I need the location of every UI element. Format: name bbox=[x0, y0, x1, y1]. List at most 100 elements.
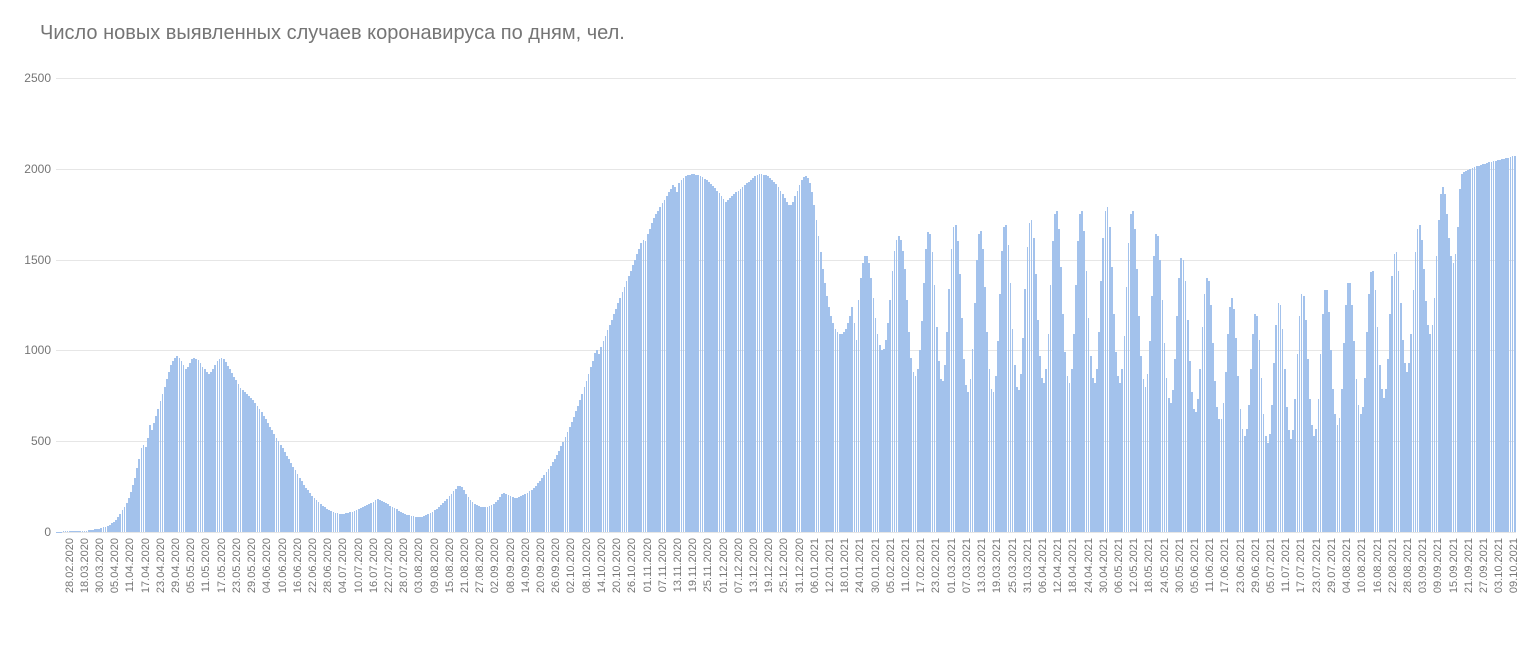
x-tick-label: 20.10.2020 bbox=[611, 538, 623, 593]
x-tick-label: 06.01.2021 bbox=[809, 538, 821, 593]
x-tick-label: 07.11.2020 bbox=[657, 538, 669, 592]
x-tick-label: 25.11.2020 bbox=[702, 538, 714, 592]
x-tick-label: 20.09.2020 bbox=[535, 538, 547, 593]
x-tick-label: 06.05.2021 bbox=[1113, 538, 1125, 593]
x-tick-label: 29.05.2020 bbox=[246, 538, 258, 593]
x-tick-label: 07.03.2021 bbox=[961, 538, 973, 593]
x-tick-label: 28.07.2020 bbox=[398, 538, 410, 593]
bar-series bbox=[56, 78, 1516, 532]
x-tick-label: 06.04.2021 bbox=[1037, 538, 1049, 593]
x-tick-label: 04.07.2020 bbox=[337, 538, 349, 593]
x-tick-label: 05.05.2020 bbox=[185, 538, 197, 593]
x-tick-label: 21.09.2021 bbox=[1463, 538, 1475, 593]
x-tick-label: 05.06.2021 bbox=[1189, 538, 1201, 593]
x-tick-label: 16.07.2020 bbox=[368, 538, 380, 593]
x-tick-label: 21.08.2020 bbox=[459, 538, 471, 593]
x-tick-label: 12.04.2021 bbox=[1052, 538, 1064, 593]
x-tick-label: 28.06.2020 bbox=[322, 538, 334, 593]
x-tick-label: 30.01.2021 bbox=[870, 538, 882, 593]
x-tick-label: 03.08.2020 bbox=[413, 538, 425, 593]
y-tick-label: 2500 bbox=[24, 71, 51, 85]
x-tick-label: 23.05.2020 bbox=[231, 538, 243, 593]
y-tick-label: 500 bbox=[31, 434, 51, 448]
x-tick-label: 27.09.2021 bbox=[1478, 538, 1490, 593]
x-tick-label: 29.06.2021 bbox=[1250, 538, 1262, 593]
x-tick-label: 22.07.2020 bbox=[383, 538, 395, 593]
x-tick-label: 17.04.2020 bbox=[140, 538, 152, 593]
x-tick-label: 13.03.2021 bbox=[976, 538, 988, 593]
x-tick-label: 03.10.2021 bbox=[1493, 538, 1505, 593]
x-tick-label: 16.08.2021 bbox=[1372, 538, 1384, 593]
x-tick-label: 31.03.2021 bbox=[1022, 538, 1034, 593]
x-axis-labels: 28.02.202018.03.202030.03.202005.04.2020… bbox=[56, 534, 1516, 634]
x-tick-label: 02.09.2020 bbox=[489, 538, 501, 593]
x-tick-label: 14.10.2020 bbox=[596, 538, 608, 593]
x-tick-label: 26.09.2020 bbox=[550, 538, 562, 593]
x-tick-label: 22.08.2021 bbox=[1387, 538, 1399, 593]
x-tick-label: 04.08.2021 bbox=[1341, 538, 1353, 593]
x-tick-label: 23.07.2021 bbox=[1311, 538, 1323, 593]
x-tick-label: 23.02.2021 bbox=[930, 538, 942, 593]
x-tick-label: 09.10.2021 bbox=[1508, 538, 1520, 593]
x-tick-label: 24.05.2021 bbox=[1159, 538, 1171, 593]
x-tick-label: 11.06.2021 bbox=[1204, 538, 1216, 592]
y-tick-label: 0 bbox=[44, 525, 51, 539]
x-tick-label: 02.10.2020 bbox=[565, 538, 577, 593]
x-tick-label: 10.06.2020 bbox=[277, 538, 289, 593]
x-tick-label: 03.09.2021 bbox=[1417, 538, 1429, 593]
x-tick-label: 04.06.2020 bbox=[261, 538, 273, 593]
chart-container: Число новых выявленных случаев коронавир… bbox=[0, 0, 1537, 649]
x-tick-label: 23.04.2020 bbox=[155, 538, 167, 593]
x-tick-label: 18.03.2020 bbox=[79, 538, 91, 593]
x-tick-label: 17.02.2021 bbox=[915, 538, 927, 593]
x-tick-label: 25.03.2021 bbox=[1007, 538, 1019, 593]
x-tick-label: 31.12.2020 bbox=[794, 538, 806, 593]
x-tick-label: 12.05.2021 bbox=[1128, 538, 1140, 593]
x-tick-label: 29.04.2020 bbox=[170, 538, 182, 593]
x-tick-label: 27.08.2020 bbox=[474, 538, 486, 593]
x-tick-label: 26.10.2020 bbox=[626, 538, 638, 593]
x-tick-label: 10.08.2021 bbox=[1356, 538, 1368, 593]
x-tick-label: 24.04.2021 bbox=[1083, 538, 1095, 593]
x-tick-label: 22.06.2020 bbox=[307, 538, 319, 593]
x-tick-label: 11.05.2020 bbox=[200, 538, 212, 592]
x-tick-label: 11.04.2020 bbox=[124, 538, 136, 592]
x-tick-label: 10.07.2020 bbox=[353, 538, 365, 593]
x-tick-label: 30.05.2021 bbox=[1174, 538, 1186, 593]
chart-title: Число новых выявленных случаев коронавир… bbox=[40, 22, 625, 45]
x-tick-label: 12.01.2021 bbox=[824, 538, 836, 593]
x-tick-label: 25.12.2020 bbox=[778, 538, 790, 593]
y-tick-label: 1500 bbox=[24, 253, 51, 267]
x-tick-label: 05.02.2021 bbox=[885, 538, 897, 593]
y-tick-label: 1000 bbox=[24, 343, 51, 357]
x-tick-label: 01.03.2021 bbox=[946, 538, 958, 593]
x-tick-label: 08.09.2020 bbox=[505, 538, 517, 593]
x-tick-label: 11.02.2021 bbox=[900, 538, 912, 592]
x-tick-label: 15.09.2021 bbox=[1448, 538, 1460, 593]
x-tick-label: 15.08.2020 bbox=[444, 538, 456, 593]
x-tick-label: 30.04.2021 bbox=[1098, 538, 1110, 593]
x-tick-label: 16.06.2020 bbox=[292, 538, 304, 593]
x-tick-label: 19.12.2020 bbox=[763, 538, 775, 593]
x-tick-label: 24.01.2021 bbox=[854, 538, 866, 593]
x-tick-label: 17.07.2021 bbox=[1295, 538, 1307, 593]
x-tick-label: 05.07.2021 bbox=[1265, 538, 1277, 593]
x-tick-label: 14.09.2020 bbox=[520, 538, 532, 593]
gridline bbox=[56, 532, 1516, 533]
x-tick-label: 01.11.2020 bbox=[642, 538, 654, 592]
x-tick-label: 29.07.2021 bbox=[1326, 538, 1338, 593]
x-tick-label: 05.04.2020 bbox=[109, 538, 121, 593]
x-tick-label: 08.10.2020 bbox=[581, 538, 593, 593]
x-tick-label: 18.04.2021 bbox=[1067, 538, 1079, 593]
x-tick-label: 09.09.2021 bbox=[1432, 538, 1444, 593]
x-tick-label: 19.11.2020 bbox=[687, 538, 699, 592]
bar bbox=[1514, 156, 1516, 532]
x-tick-label: 09.08.2020 bbox=[429, 538, 441, 593]
x-tick-label: 13.12.2020 bbox=[748, 538, 760, 593]
x-tick-label: 13.11.2020 bbox=[672, 538, 684, 592]
x-tick-label: 18.01.2021 bbox=[839, 538, 851, 593]
x-tick-label: 19.03.2021 bbox=[991, 538, 1003, 593]
plot-area bbox=[56, 78, 1516, 532]
x-tick-label: 18.05.2021 bbox=[1143, 538, 1155, 593]
x-tick-label: 01.12.2020 bbox=[718, 538, 730, 593]
